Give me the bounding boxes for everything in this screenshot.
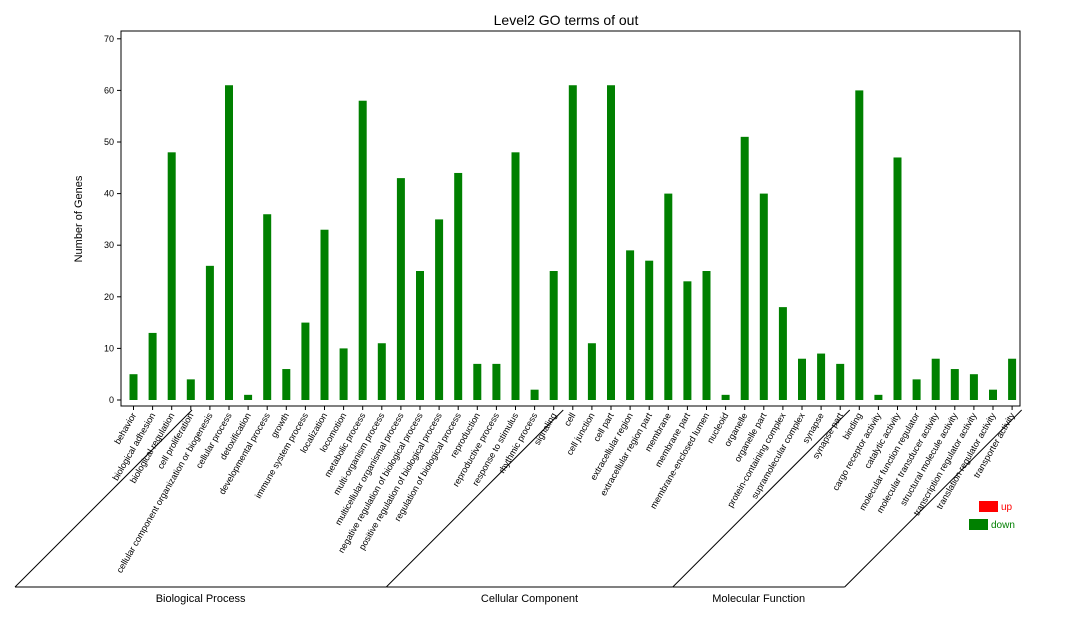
bar-11 (339, 348, 348, 400)
bar-6 (244, 394, 253, 400)
y-tick-label: 70 (104, 34, 114, 44)
bar-29 (683, 281, 692, 400)
y-tick-label: 60 (104, 85, 114, 95)
bar-17 (454, 172, 463, 400)
group-separator (385, 409, 564, 588)
bar-32 (740, 136, 749, 400)
bar-14 (396, 178, 405, 400)
bar-42 (931, 358, 940, 400)
group-brackets: Biological Process Cellular Component Mole… (14, 409, 1023, 605)
legend-swatch-up (979, 501, 998, 512)
bar-series-down (129, 85, 1017, 401)
y-tick-label: 0 (109, 395, 114, 405)
bar-1 (148, 332, 157, 400)
bar-30 (702, 271, 711, 400)
group-label: Molecular Function (712, 593, 805, 605)
group-separator (672, 409, 851, 588)
group-separator (844, 409, 1023, 588)
bar-44 (969, 374, 978, 400)
group-label: Cellular Component (481, 593, 578, 605)
y-tick-label: 50 (104, 137, 114, 147)
bar-3 (186, 379, 195, 400)
bar-23 (568, 85, 577, 401)
legend-label-up: up (1001, 502, 1013, 513)
bar-0 (129, 374, 138, 400)
bar-27 (645, 260, 654, 400)
bar-15 (416, 271, 424, 400)
plot-frame (120, 30, 1021, 407)
bar-5 (225, 85, 233, 401)
y-tick-label: 20 (104, 292, 114, 302)
bar-10 (320, 229, 329, 400)
bar-25 (607, 85, 615, 401)
bar-39 (874, 394, 883, 400)
bar-16 (435, 219, 444, 400)
bar-19 (492, 363, 501, 400)
bar-34 (778, 307, 787, 400)
bar-38 (855, 90, 864, 401)
bar-36 (817, 353, 826, 400)
bar-31 (721, 394, 730, 400)
bar-45 (989, 389, 997, 400)
bar-4 (205, 265, 214, 400)
bar-40 (893, 157, 902, 400)
bar-41 (912, 379, 921, 400)
bar-7 (263, 214, 272, 400)
bar-2 (167, 152, 176, 400)
group-label: Biological Process (156, 593, 246, 605)
bar-21 (530, 389, 539, 400)
bar-46 (1008, 358, 1017, 400)
category-label: cell (562, 411, 577, 428)
bar-43 (950, 369, 959, 400)
bar-20 (511, 152, 520, 400)
bar-24 (587, 343, 596, 400)
bar-18 (473, 363, 482, 400)
bar-12 (358, 100, 367, 400)
y-tick-label: 40 (104, 189, 114, 199)
y-axis-ticks: 0 10 20 30 40 50 60 70 (104, 34, 121, 405)
bar-26 (626, 250, 635, 400)
y-tick-label: 10 (104, 343, 114, 353)
bar-33 (759, 193, 768, 400)
bar-35 (798, 358, 806, 400)
legend-label-down: down (991, 520, 1015, 531)
y-tick-label: 30 (104, 240, 114, 250)
bar-22 (549, 271, 558, 400)
chart-title: Level2 GO terms of out (494, 12, 639, 28)
bar-9 (301, 322, 310, 400)
y-axis-label: Number of Genes (73, 175, 85, 262)
bar-8 (282, 369, 291, 400)
group-separator (14, 409, 193, 588)
bar-28 (664, 193, 673, 400)
legend: up down (969, 501, 1015, 531)
bar-37 (836, 363, 845, 400)
bar-13 (377, 343, 386, 400)
legend-swatch-down (969, 519, 988, 530)
